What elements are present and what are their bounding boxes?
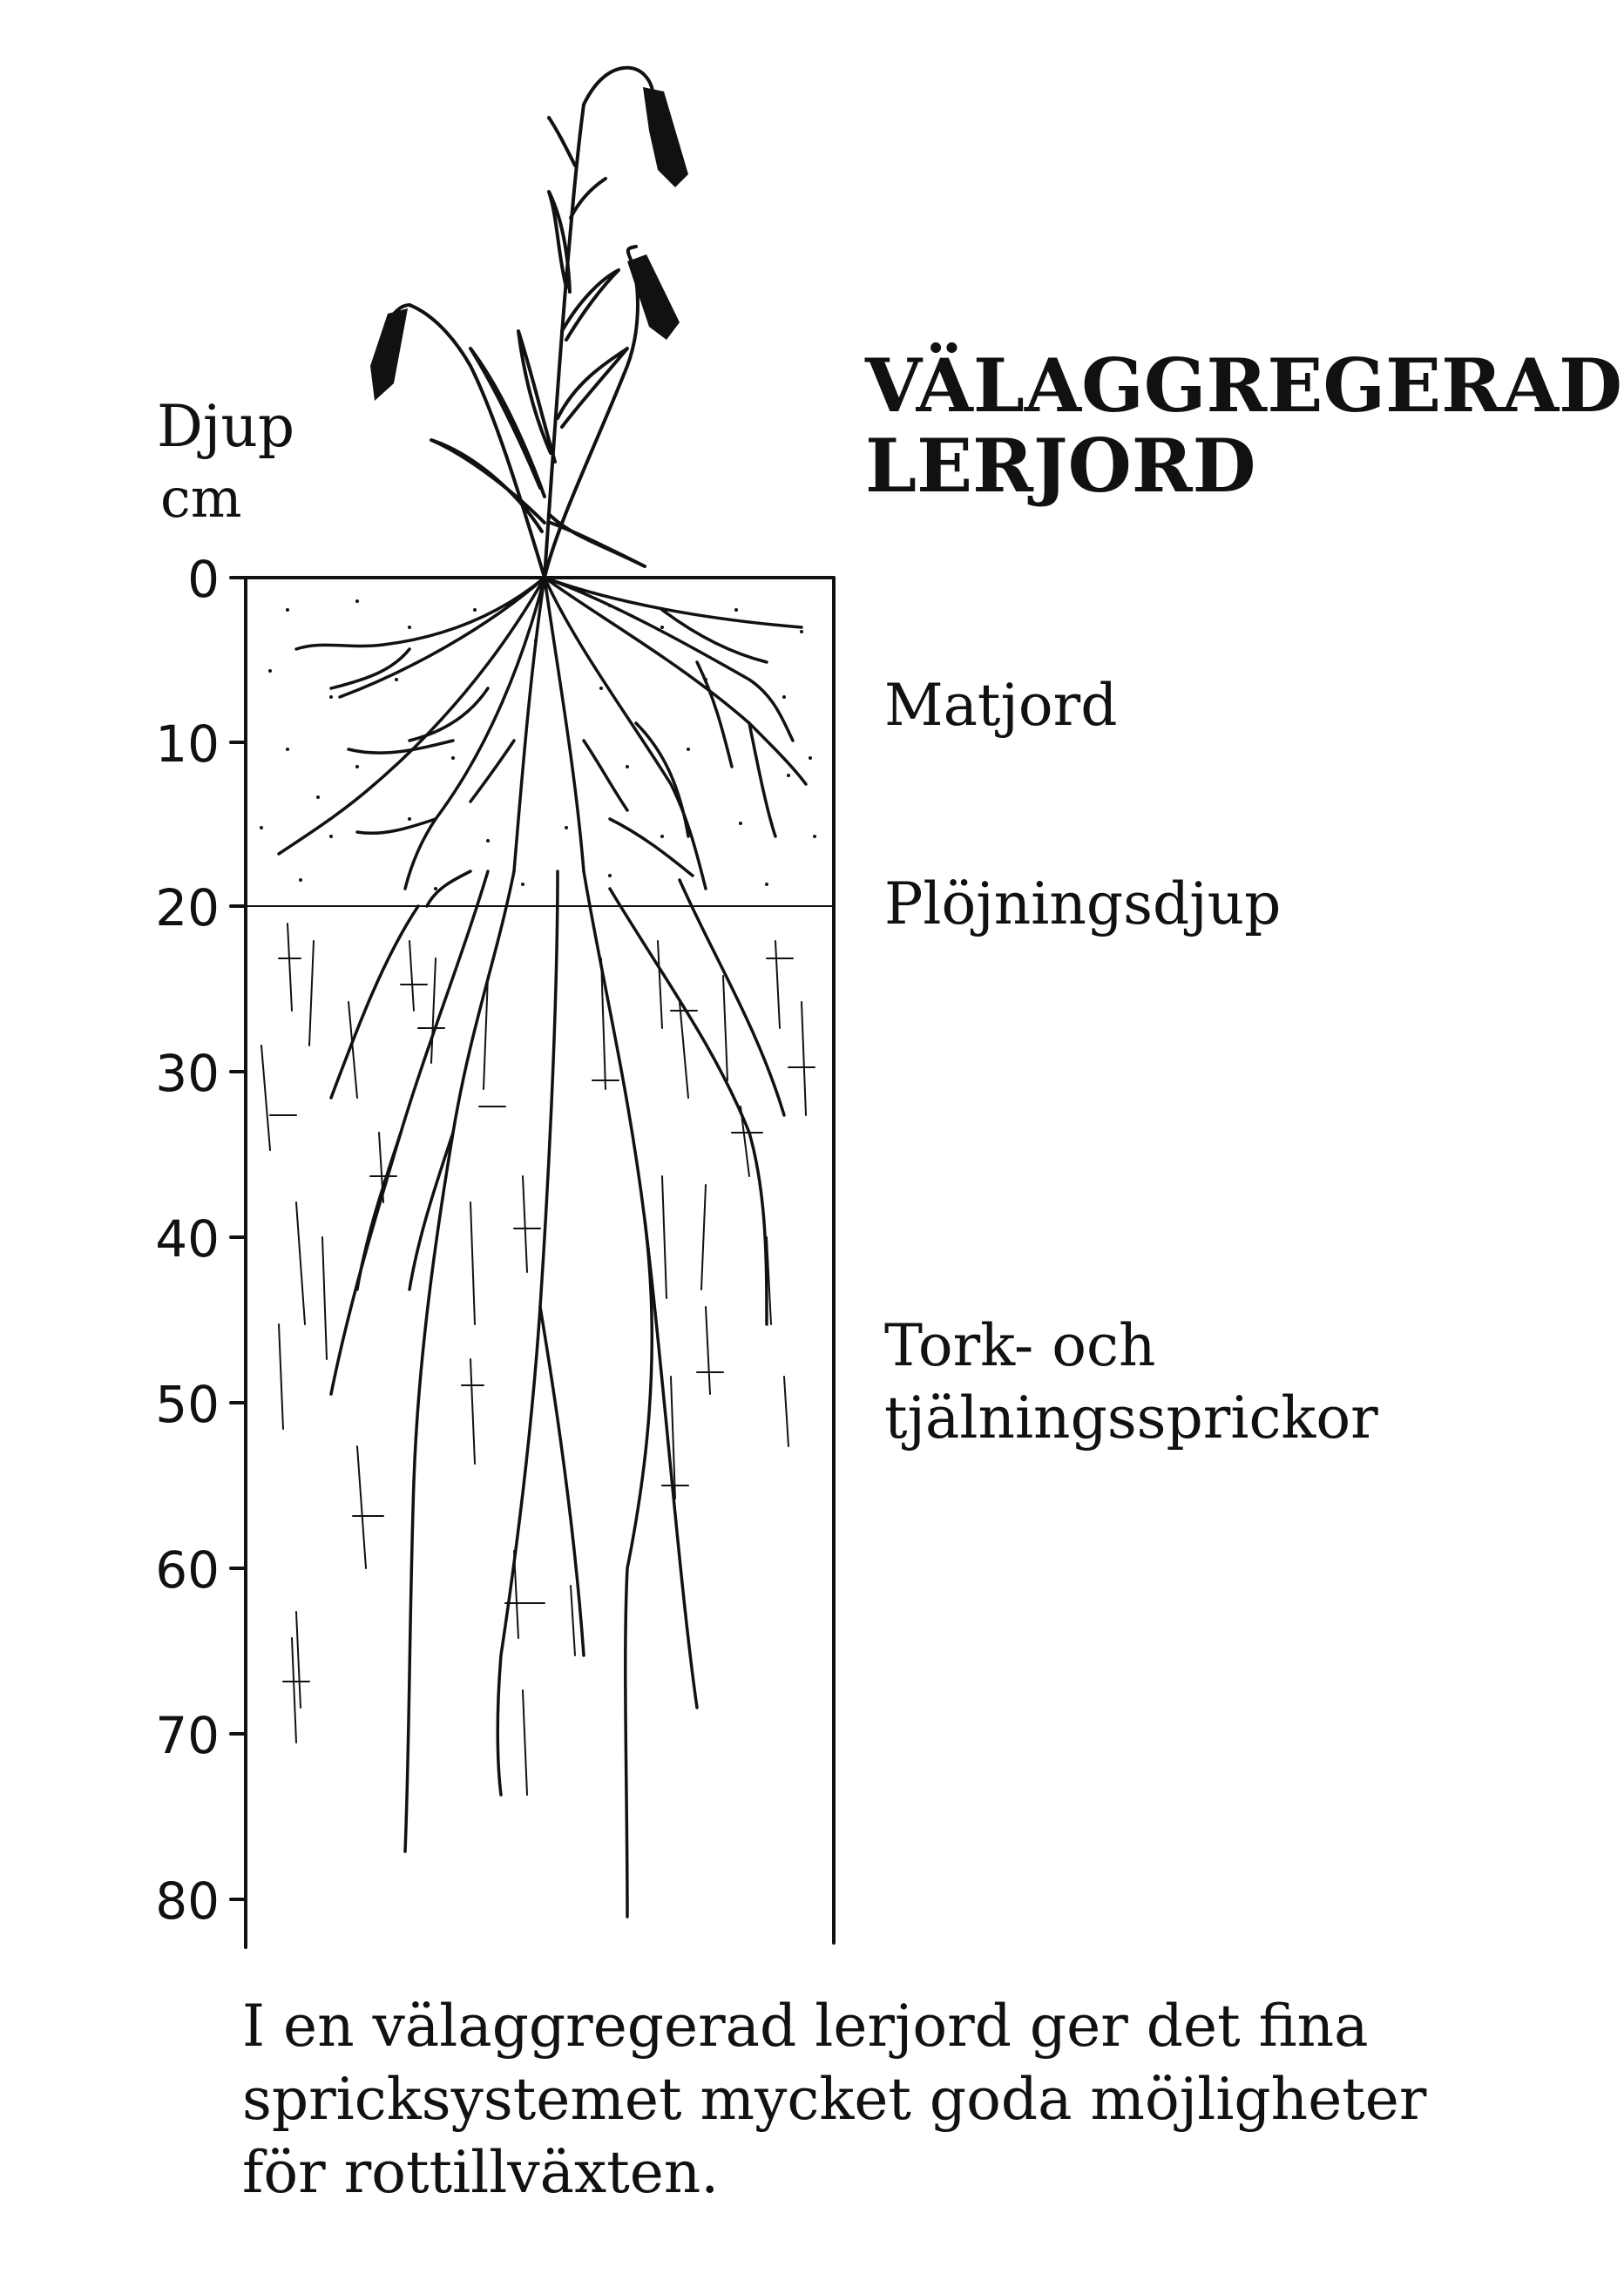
tick-label-60: 60 xyxy=(155,1540,220,1600)
caption-line-3: för rottillväxten. xyxy=(242,2139,719,2206)
layer-label-matjord: Matjord xyxy=(884,672,1117,739)
oat-plant-illustration xyxy=(386,65,655,579)
tick-label-50: 50 xyxy=(155,1375,220,1434)
tick-label-0: 0 xyxy=(187,550,220,609)
tick-label-20: 20 xyxy=(155,878,220,937)
tick-label-80: 80 xyxy=(155,1871,220,1931)
topsoil-texture xyxy=(260,599,816,890)
tick-label-10: 10 xyxy=(155,714,220,774)
tick-label-40: 40 xyxy=(155,1209,220,1269)
tick-label-70: 70 xyxy=(155,1706,220,1765)
diagram-title-line-2: LERJORD xyxy=(865,423,1255,509)
roots-subsoil xyxy=(329,870,786,1919)
depth-axis-labels: 0 10 20 30 40 50 60 70 80 xyxy=(155,550,220,1931)
axis-label-line-1: Djup xyxy=(157,393,294,460)
soil-profile-box xyxy=(244,576,836,1949)
axis-label-line-2: cm xyxy=(160,466,242,530)
layer-label-plojningsdjup: Plöjningsdjup xyxy=(884,870,1281,937)
roots-topsoil xyxy=(277,576,808,908)
layer-label-cracks-line-1: Tork- och xyxy=(884,1312,1156,1379)
soil-cracks xyxy=(261,923,815,1796)
caption-line-1: I en välaggregerad lerjord ger det fina xyxy=(242,1993,1368,2060)
tick-label-30: 30 xyxy=(155,1044,220,1103)
layer-label-cracks-line-2: tjälningssprickor xyxy=(884,1384,1378,1452)
diagram-title-line-1: VÄLAGGREGERAD xyxy=(864,342,1622,429)
depth-axis-ticks xyxy=(229,576,247,1901)
oat-panicles xyxy=(370,87,688,401)
caption-line-2: spricksystemet mycket goda möjligheter xyxy=(242,2066,1427,2133)
